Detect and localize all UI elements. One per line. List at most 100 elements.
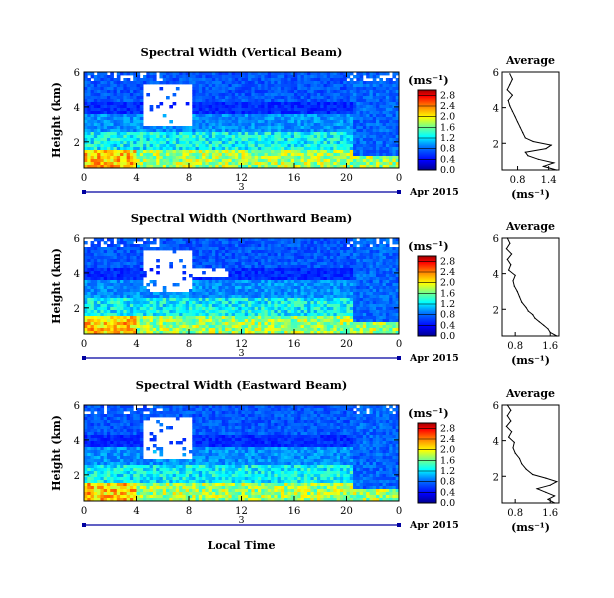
heatmap-cell bbox=[208, 90, 213, 94]
heatmap-cell bbox=[330, 114, 334, 118]
heatmap-cell bbox=[287, 295, 292, 299]
heatmap-cell bbox=[221, 102, 226, 106]
heatmap-cell bbox=[339, 129, 344, 133]
heatmap-cell bbox=[366, 256, 370, 260]
heatmap-cell bbox=[136, 102, 141, 106]
heatmap-cell bbox=[356, 75, 361, 79]
heatmap-cell bbox=[274, 256, 278, 260]
heatmap-cell bbox=[133, 159, 137, 163]
profile-point bbox=[545, 148, 547, 150]
heatmap-cell bbox=[307, 150, 311, 154]
heatmap-cell bbox=[126, 262, 131, 266]
heatmap-cell bbox=[395, 111, 400, 115]
heatmap-cell bbox=[231, 87, 236, 91]
heatmap-cell bbox=[349, 262, 354, 266]
heatmap-cell bbox=[310, 307, 315, 311]
heatmap-cell bbox=[143, 165, 147, 169]
heatmap-cell bbox=[189, 159, 193, 163]
heatmap-cell bbox=[382, 153, 387, 157]
heatmap-cell bbox=[349, 253, 354, 257]
heatmap-cell bbox=[241, 90, 246, 94]
heatmap-cell bbox=[271, 238, 275, 242]
heatmap-cell bbox=[254, 241, 259, 245]
heatmap-cell bbox=[110, 283, 114, 287]
heatmap-cell bbox=[392, 72, 397, 76]
heatmap-cell bbox=[294, 75, 298, 79]
heatmap-cell bbox=[228, 247, 233, 251]
heatmap-cell bbox=[139, 280, 144, 284]
heatmap-cell bbox=[366, 277, 370, 281]
heatmap-cell bbox=[290, 265, 295, 269]
heatmap-cell bbox=[274, 307, 278, 311]
heatmap-cell bbox=[280, 102, 285, 106]
heatmap-cell bbox=[290, 96, 295, 100]
heatmap-cell bbox=[307, 126, 311, 130]
heatmap-cell bbox=[218, 162, 223, 166]
heatmap-cell bbox=[241, 268, 246, 272]
heatmap-cell bbox=[313, 162, 318, 166]
heatmap-cell bbox=[100, 283, 105, 287]
heatmap-cell bbox=[310, 250, 315, 254]
heatmap-cell bbox=[376, 99, 380, 103]
heatmap-cell bbox=[218, 244, 223, 248]
heatmap-cell bbox=[238, 265, 242, 269]
heatmap-cell bbox=[287, 241, 292, 245]
heatmap-cell bbox=[172, 298, 177, 302]
heatmap-cell bbox=[231, 141, 236, 145]
profile-y-tick-label: 4 bbox=[493, 104, 499, 115]
heatmap-cell bbox=[103, 310, 108, 314]
heatmap-cell bbox=[106, 132, 111, 136]
heatmap-cell bbox=[372, 268, 377, 272]
heatmap-cell bbox=[211, 129, 216, 133]
heatmap-cell bbox=[106, 105, 111, 109]
heatmap-cell bbox=[290, 123, 295, 127]
heatmap-cell bbox=[120, 253, 124, 257]
heatmap-cell bbox=[316, 99, 321, 103]
heatmap-cell bbox=[211, 150, 216, 154]
heatmap-cell bbox=[307, 274, 311, 278]
heatmap-cell bbox=[84, 99, 88, 103]
heatmap-cell bbox=[300, 108, 305, 112]
heatmap-cell bbox=[356, 87, 361, 91]
heatmap-cell bbox=[143, 301, 147, 305]
heatmap-cell bbox=[120, 150, 124, 154]
heatmap-cell bbox=[356, 262, 361, 266]
heatmap-cell bbox=[218, 280, 223, 284]
heatmap-cell bbox=[280, 141, 285, 145]
heatmap-cell bbox=[290, 84, 295, 88]
heatmap-cell bbox=[225, 111, 229, 115]
heatmap-cell bbox=[126, 99, 131, 103]
heatmap-cell bbox=[133, 129, 137, 133]
heatmap-cell bbox=[116, 90, 121, 94]
heatmap-cell bbox=[87, 277, 91, 281]
heatmap-cell bbox=[87, 286, 91, 290]
heatmap-cell bbox=[333, 138, 338, 142]
heatmap-cell bbox=[385, 304, 390, 308]
heatmap-cell bbox=[313, 93, 318, 97]
heatmap-cell bbox=[100, 262, 105, 266]
heatmap-cell bbox=[389, 295, 393, 299]
heatmap-cell bbox=[392, 93, 397, 97]
heatmap-cell bbox=[182, 304, 187, 308]
heatmap-cell bbox=[225, 162, 229, 166]
heatmap-cell bbox=[359, 87, 364, 91]
heatmap-cell bbox=[185, 138, 190, 142]
heatmap-cell bbox=[343, 72, 347, 76]
heatmap-cell bbox=[300, 262, 305, 266]
heatmap-cell bbox=[156, 292, 160, 296]
heatmap-cell bbox=[316, 96, 321, 100]
heatmap-cell bbox=[257, 99, 262, 103]
heatmap-cell bbox=[382, 135, 387, 139]
heatmap-cell bbox=[294, 295, 298, 299]
heatmap-cell bbox=[346, 277, 351, 281]
heatmap-cell bbox=[113, 244, 118, 248]
heatmap-cell bbox=[93, 141, 98, 145]
profile-x-tick-label: 1.4 bbox=[541, 175, 557, 186]
heatmap-cell bbox=[366, 304, 370, 308]
heatmap-cell bbox=[215, 262, 219, 266]
heatmap-cell bbox=[261, 99, 265, 103]
heatmap-cell bbox=[346, 250, 351, 254]
heatmap-cell bbox=[175, 244, 180, 248]
heatmap-cell bbox=[251, 283, 256, 287]
heatmap-cell bbox=[310, 292, 315, 296]
